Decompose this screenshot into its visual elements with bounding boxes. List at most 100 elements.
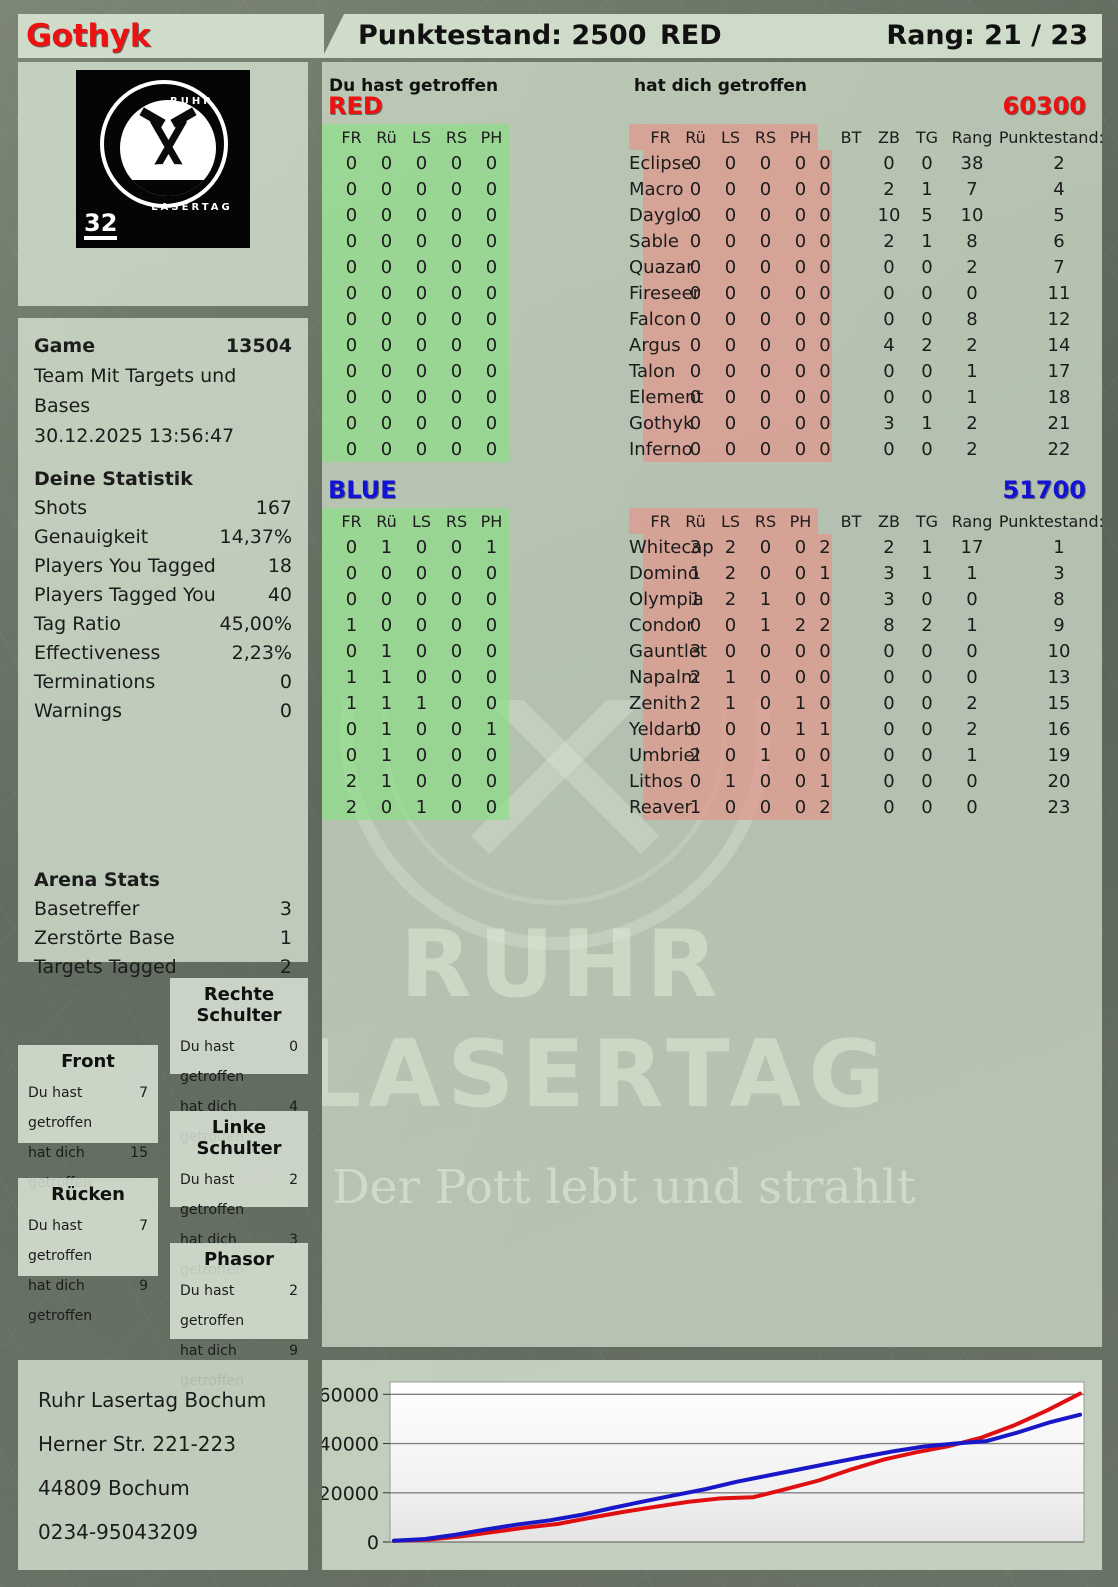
- table-row[interactable]: 00000Inferno00000002221850: [322, 436, 1118, 462]
- table-cell: [643, 586, 678, 612]
- table-cell: [509, 664, 629, 690]
- cell-rang: 12: [1047, 308, 1071, 330]
- table-row[interactable]: 00000Olympia1210030085300: [322, 586, 1118, 612]
- table-row[interactable]: 00000Quazar0000000276200: [322, 254, 1118, 280]
- table-row[interactable]: 00000Eclipse00000003828300: [322, 150, 1118, 176]
- cell-them-Rü: 1: [713, 664, 748, 690]
- table-row[interactable]: 00000Sable0000021866800: [322, 228, 1118, 254]
- table-row[interactable]: 00000Fireseer00000000114400: [322, 280, 1118, 306]
- cell-them-RS: 0: [783, 306, 818, 332]
- cell-tg: 2: [966, 718, 978, 740]
- cell-you-RS: 0: [439, 384, 474, 410]
- table-row[interactable]: 00000Gothyk00000312212500: [322, 410, 1118, 436]
- table-row[interactable]: 00000Domino1200131137750: [322, 560, 1118, 586]
- cell-tg: 2: [966, 334, 978, 356]
- cell-bt: 2: [883, 230, 895, 252]
- column-header-rang: Rang: [951, 511, 993, 531]
- column-header: [818, 124, 832, 150]
- sensor-hit-row: Du hast getroffen 2: [180, 1276, 298, 1336]
- table-row[interactable]: 00000Talon00000001173750: [322, 358, 1118, 384]
- cell-them-RS: 0: [783, 742, 818, 768]
- header-rank: Rang: 21 / 23: [886, 20, 1088, 51]
- cell-player-name: Sable: [629, 228, 679, 254]
- table-row[interactable]: 00000Argus00000422144150: [322, 332, 1118, 358]
- column-header-points: Punktestand:: [998, 511, 1104, 531]
- column-header-BT: BT: [840, 511, 862, 531]
- table-cell: [509, 534, 629, 560]
- cell-them-FR: 0: [678, 384, 713, 410]
- table-row[interactable]: 10000Condor0012282194850: [322, 612, 1118, 638]
- table-row[interactable]: 01000Gauntlet30000000104700: [322, 638, 1118, 664]
- cell-you-FR: 0: [334, 306, 369, 332]
- table-row[interactable]: 20100Reaver10002000231500: [322, 794, 1118, 820]
- cell-you-RS: 0: [439, 280, 474, 306]
- sensor-title: Front: [61, 1051, 115, 1072]
- cell-tg: 7: [966, 178, 978, 200]
- table-row[interactable]: 01000Umbriel20100001193550: [322, 742, 1118, 768]
- cell-you-PH: 0: [474, 410, 509, 436]
- venue-address-panel: Ruhr Lasertag Bochum Herner Str. 221-223 4…: [18, 1360, 308, 1570]
- table-cell: [322, 358, 334, 384]
- label-you-tagged: Du hast getroffen: [329, 76, 499, 96]
- cell-tg: 10: [960, 204, 984, 226]
- cell-them-PH: 0: [818, 306, 832, 332]
- cell-you-RS: 0: [439, 638, 474, 664]
- cell-them-PH: 0: [818, 176, 832, 202]
- table-row[interactable]: 11100Zenith21010002153900: [322, 690, 1118, 716]
- chart-ytick-label: 0: [367, 1532, 379, 1554]
- score-table-blue: FR Rü LS RS PH FR Rü LS RS PH BT ZB TG Rang Punktestan…: [322, 508, 1118, 820]
- table-row[interactable]: 00000Dayglo000001051057050: [322, 202, 1118, 228]
- cell-them-FR: 1: [678, 586, 713, 612]
- cell-them-LS: 0: [748, 768, 783, 794]
- table-cell: [832, 150, 870, 176]
- personal-stat-value: 40: [267, 584, 292, 606]
- table-row[interactable]: 11000Napalm21000000134200: [322, 664, 1118, 690]
- table-cell: [322, 150, 334, 176]
- cell-you-FR: 0: [334, 384, 369, 410]
- cell-them-FR: 0: [678, 202, 713, 228]
- personal-stat-label: Terminations: [34, 671, 156, 693]
- cell-you-RS: 0: [439, 410, 474, 436]
- cell-zb: 0: [921, 152, 933, 174]
- table-cell: [643, 280, 678, 306]
- table-header-row: FR Rü LS RS PH FR Rü LS RS PH BT ZB TG Rang Punktestan…: [322, 124, 1118, 150]
- cell-rang: 10: [1047, 640, 1071, 662]
- cell-bt: 3: [883, 588, 895, 610]
- cell-you-Rü: 0: [369, 436, 404, 462]
- column-header: [509, 508, 629, 534]
- cell-bt: 3: [883, 562, 895, 584]
- cell-tg: 1: [966, 386, 978, 408]
- cell-you-LS: 0: [404, 254, 439, 280]
- table-row[interactable]: 00000Macro0000021747300: [322, 176, 1118, 202]
- arena-stat-label: Targets Tagged: [34, 956, 177, 978]
- ruhr-lasertag-logo: RUHR LASERTAG 32: [76, 70, 250, 248]
- table-cell: [322, 410, 334, 436]
- cell-you-FR: 0: [334, 586, 369, 612]
- table-cell: [832, 768, 870, 794]
- cell-tg: 17: [960, 536, 984, 558]
- game-row: Game 13504: [34, 332, 292, 361]
- cell-them-LS: 0: [748, 716, 783, 742]
- table-row[interactable]: 00000Falcon00000008124400: [322, 306, 1118, 332]
- table-row[interactable]: 01001Whitecap32002211718650: [322, 534, 1118, 560]
- cell-them-RS: 0: [783, 534, 818, 560]
- cell-them-RS: 0: [783, 332, 818, 358]
- column-header-you-LS: LS: [404, 124, 439, 150]
- cell-you-RS: 0: [439, 306, 474, 332]
- table-row[interactable]: 00000Element00000001183600: [322, 384, 1118, 410]
- table-row[interactable]: 21000Lithos01001000203500: [322, 768, 1118, 794]
- cell-them-LS: 0: [748, 410, 783, 436]
- cell-them-RS: 0: [783, 560, 818, 586]
- cell-you-RS: 0: [439, 664, 474, 690]
- table-cell: [832, 716, 870, 742]
- cell-you-LS: 0: [404, 202, 439, 228]
- cell-you-LS: 0: [404, 332, 439, 358]
- table-cell: [509, 742, 629, 768]
- column-header-them-Rü: Rü: [678, 124, 713, 150]
- table-row[interactable]: 01001Yeldarb00011002163800: [322, 716, 1118, 742]
- cell-them-RS: 0: [783, 586, 818, 612]
- cell-zb: 1: [921, 536, 933, 558]
- cell-you-RS: 0: [439, 534, 474, 560]
- cell-them-Rü: 0: [713, 332, 748, 358]
